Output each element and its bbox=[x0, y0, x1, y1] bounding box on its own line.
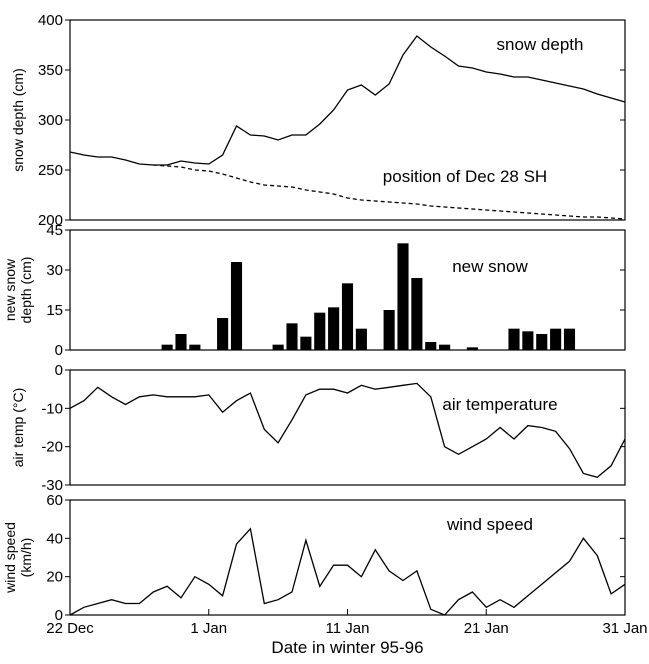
bar bbox=[425, 342, 437, 350]
bar bbox=[272, 344, 284, 350]
bar bbox=[411, 278, 423, 350]
x-axis-label: Date in winter 95-96 bbox=[271, 638, 423, 657]
bar bbox=[314, 312, 326, 350]
bar bbox=[522, 331, 534, 350]
y-axis-label: snow depth (cm) bbox=[10, 68, 26, 171]
x-tick-label: 21 Jan bbox=[464, 620, 509, 637]
panel: -30 -20 -10 0 air temp (°C) air temperature bbox=[10, 362, 626, 494]
x-tick-label: 11 Jan bbox=[326, 620, 370, 637]
line bbox=[69, 527, 626, 616]
bar bbox=[328, 307, 340, 350]
y-tick-label: 250 bbox=[38, 162, 63, 179]
y-tick-label: 40 bbox=[46, 530, 63, 547]
line bbox=[69, 382, 626, 479]
bar bbox=[341, 283, 354, 350]
y-tick-label: 20 bbox=[46, 569, 63, 586]
panel-frame bbox=[69, 19, 626, 221]
bar bbox=[383, 310, 395, 350]
y-axis-label: new snow bbox=[2, 258, 18, 321]
bar bbox=[175, 334, 187, 350]
y-tick-label: 350 bbox=[38, 62, 63, 79]
series-label: new snow bbox=[452, 257, 528, 276]
bar bbox=[397, 243, 409, 350]
y-tick-label: 300 bbox=[38, 112, 63, 129]
y-axis-label: air temp (°C) bbox=[10, 388, 26, 468]
bar bbox=[161, 344, 173, 350]
bar bbox=[563, 328, 576, 350]
x-tick-label: 1 Jan bbox=[190, 620, 227, 637]
bar bbox=[466, 347, 478, 350]
y-tick-label: -10 bbox=[41, 400, 63, 417]
panel: 200 250 300 350 400 snow depth (cm) snow depth… bbox=[10, 12, 626, 229]
y-axis-label: (km/h) bbox=[18, 538, 34, 578]
bar bbox=[439, 344, 451, 350]
y-axis-label: depth (cm) bbox=[18, 257, 34, 324]
bar bbox=[508, 328, 520, 350]
bar bbox=[189, 344, 201, 350]
bar bbox=[286, 323, 298, 350]
y-tick-label: 30 bbox=[46, 262, 63, 279]
y-tick-label: 400 bbox=[38, 12, 63, 29]
bar bbox=[550, 328, 562, 350]
bar bbox=[536, 334, 548, 350]
panel-frame bbox=[69, 499, 626, 616]
x-tick-label: 22 Dec bbox=[46, 620, 94, 637]
y-tick-label: 0 bbox=[55, 342, 63, 359]
y-tick-label: 45 bbox=[46, 222, 63, 239]
bar bbox=[355, 328, 367, 350]
line bbox=[69, 35, 626, 166]
line bbox=[153, 164, 626, 220]
bar bbox=[217, 318, 229, 350]
series-label: snow depth bbox=[497, 35, 584, 54]
y-tick-label: -30 bbox=[41, 477, 63, 494]
bar bbox=[300, 336, 312, 350]
bar bbox=[230, 262, 243, 350]
x-tick-label: 31 Jan bbox=[602, 620, 647, 637]
panel-frame bbox=[69, 229, 626, 351]
y-tick-label: 0 bbox=[55, 607, 63, 624]
y-axis-label: wind speed bbox=[2, 522, 18, 594]
y-tick-label: 0 bbox=[55, 362, 63, 379]
series-label: position of Dec 28 SH bbox=[383, 167, 547, 186]
series-label: wind speed bbox=[446, 515, 533, 534]
y-tick-label: -20 bbox=[41, 439, 63, 456]
y-tick-label: 60 bbox=[46, 492, 63, 509]
series-label: air temperature bbox=[442, 395, 557, 414]
y-tick-label: 200 bbox=[38, 212, 63, 229]
panel-frame bbox=[69, 369, 626, 486]
y-tick-label: 15 bbox=[46, 302, 63, 319]
